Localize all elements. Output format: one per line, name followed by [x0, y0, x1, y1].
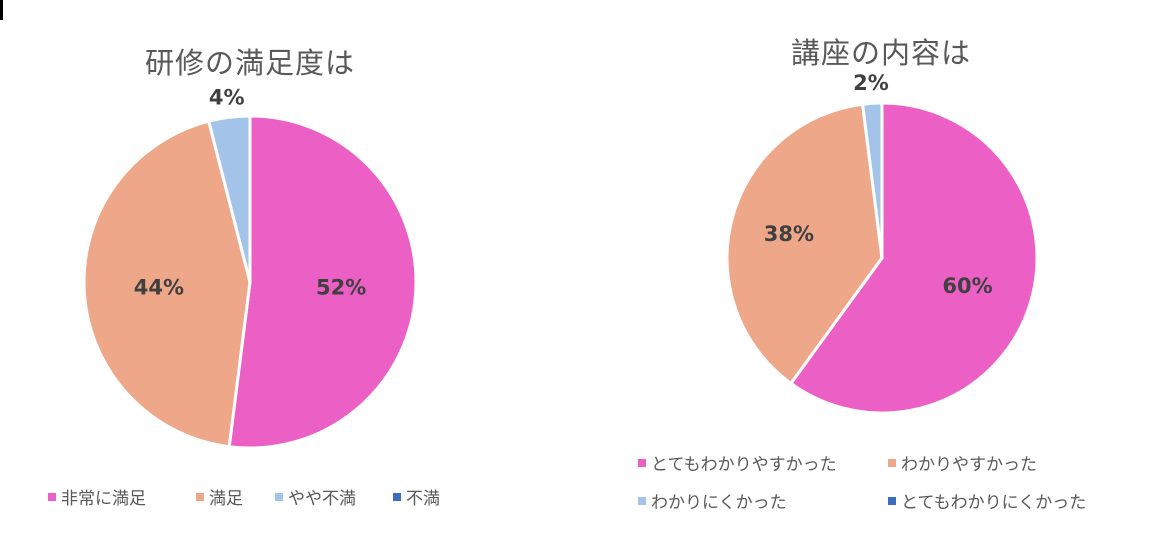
legend-swatch — [638, 458, 646, 467]
legend-swatch — [48, 492, 56, 501]
chart-title: 研修の満足度は — [144, 46, 355, 80]
legend-label: とてもわかりにくかった — [901, 493, 1087, 513]
legend-label: 不満 — [406, 489, 440, 509]
data-label: 44% — [134, 276, 184, 300]
legend-item: 非常に満足 — [48, 484, 146, 509]
legend-item: わかりにくかった — [638, 488, 787, 513]
legend-swatch — [888, 458, 896, 467]
legend-swatch — [638, 496, 646, 505]
data-label: 38% — [764, 222, 814, 246]
pie-slice — [227, 114, 418, 450]
legend-item: やや不満 — [275, 484, 356, 509]
pie-slice — [860, 101, 884, 259]
pie-slice — [82, 119, 252, 449]
pie-slice — [206, 114, 252, 283]
data-label: 4% — [209, 86, 245, 110]
pie-slice — [725, 102, 884, 386]
legend-label: わかりやすかった — [901, 455, 1037, 475]
legend-swatch — [275, 492, 283, 501]
chart-title: 講座の内容は — [790, 36, 971, 70]
legend-label: 満足 — [209, 489, 243, 509]
content-chart: 講座の内容は 60% 38% 2% とてもわかりやすかった わかりやすかったわかりにく… — [576, 0, 1152, 540]
legend-label: やや不満 — [288, 489, 356, 509]
legend-item: とてもわかりにくかった — [888, 488, 1086, 513]
pie-svg: 60% 38% 2% — [725, 71, 1039, 415]
edge-mark — [0, 0, 3, 20]
pie-slice — [788, 101, 1039, 415]
legend-item: 不満 — [393, 484, 440, 509]
legend-swatch — [196, 492, 204, 501]
data-label: 2% — [853, 71, 889, 95]
legend-label: わかりにくかった — [651, 493, 787, 513]
data-label: 52% — [316, 276, 366, 300]
legend-label: とてもわかりやすかった — [651, 455, 837, 475]
legend-swatch — [393, 492, 401, 501]
pie-svg: 52% 44% 4% — [82, 86, 418, 450]
legend-item: 満足 — [196, 484, 243, 509]
legend-swatch — [888, 496, 896, 505]
satisfaction-chart: 研修の満足度は 52% 44% 4% 非常に満足 満足 やや不満 不満 — [0, 0, 500, 540]
legend-label: 非常に満足 — [61, 489, 146, 509]
legend-item: わかりやすかった — [888, 450, 1037, 475]
legend-item: とてもわかりやすかった — [638, 450, 837, 475]
data-label: 60% — [942, 274, 992, 298]
